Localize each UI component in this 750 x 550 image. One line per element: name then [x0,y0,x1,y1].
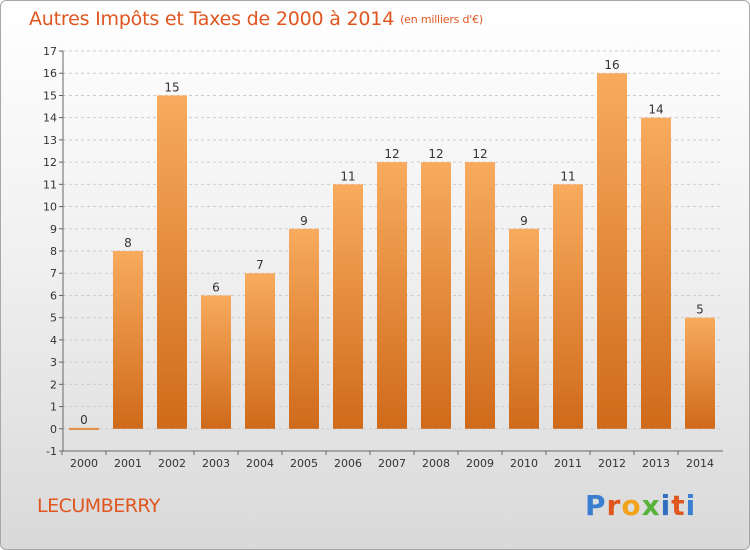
y-tick-label: 0 [50,423,57,436]
bar-2007 [377,162,407,429]
bar-2012 [597,73,627,429]
bar-2014 [685,317,715,429]
bar-2011 [553,184,583,429]
y-tick-label: 17 [43,45,57,58]
x-tick-label-2002: 2002 [158,457,186,470]
labels: -101234567891011121314151617020008200115… [43,45,714,470]
x-tick-label-2009: 2009 [466,457,494,470]
y-tick-label: 13 [43,134,57,147]
chart-title: Autres Impôts et Taxes de 2000 à 2014 (en… [29,8,483,30]
x-tick-label-2000: 2000 [70,457,98,470]
x-tick-label-2005: 2005 [290,457,318,470]
bar-2004 [245,273,275,429]
bar-2000 [69,427,99,430]
bar-2005 [289,228,319,429]
y-tick-label: 8 [50,245,57,258]
value-label-2011: 11 [560,169,575,183]
y-tick-label: 4 [50,334,57,347]
y-tick-label: 7 [50,267,57,280]
value-label-2009: 12 [472,147,487,161]
value-label-2004: 7 [256,258,264,272]
y-tick-label: 1 [50,401,57,414]
value-label-2003: 6 [212,280,220,294]
value-label-2010: 9 [520,214,528,228]
bar-2008 [421,162,451,429]
chart-title-text: Autres Impôts et Taxes de 2000 à 2014 [29,8,395,30]
x-tick-label-2003: 2003 [202,457,230,470]
axes [59,50,723,455]
bar-2001 [113,251,143,429]
y-tick-label: 2 [50,378,57,391]
y-tick-label: 15 [43,89,57,102]
y-tick-label: 12 [43,156,57,169]
x-tick-label-2008: 2008 [422,457,450,470]
x-tick-label-2004: 2004 [246,457,274,470]
bar-2006 [333,184,363,429]
y-tick-label: 10 [43,201,57,214]
chart-subtitle: (en milliers d'€) [400,13,483,26]
bar-2002 [157,95,187,429]
bar-2003 [201,295,231,429]
proxiti-logo[interactable]: Proxiti [585,489,697,522]
y-tick-label: 5 [50,312,57,325]
bars [69,73,715,430]
value-label-2007: 12 [384,147,399,161]
value-label-2012: 16 [604,58,619,72]
y-tick-label: 11 [43,178,57,191]
x-tick-label-2006: 2006 [334,457,362,470]
x-tick-label-2007: 2007 [378,457,406,470]
value-label-2002: 15 [164,80,179,94]
bar-2013 [641,117,671,429]
y-tick-label: 16 [43,67,57,80]
y-tick-label: 6 [50,289,57,302]
y-tick-label: 9 [50,223,57,236]
bar-2010 [509,228,539,429]
x-tick-label-2010: 2010 [510,457,538,470]
x-tick-label-2011: 2011 [554,457,582,470]
y-tick-label: -1 [46,445,57,458]
x-tick-label-2014: 2014 [686,457,714,470]
x-tick-label-2012: 2012 [598,457,626,470]
value-label-2000: 0 [80,413,88,427]
y-tick-label: 3 [50,356,57,369]
value-label-2014: 5 [696,303,704,317]
value-label-2001: 8 [124,236,132,250]
value-label-2008: 12 [428,147,443,161]
bar-2009 [465,162,495,429]
location-name: LECUMBERRY [37,495,161,517]
y-tick-label: 14 [43,112,57,125]
value-label-2013: 14 [648,103,663,117]
value-label-2005: 9 [300,214,308,228]
x-tick-label-2001: 2001 [114,457,142,470]
value-label-2006: 11 [340,169,355,183]
x-tick-label-2013: 2013 [642,457,670,470]
